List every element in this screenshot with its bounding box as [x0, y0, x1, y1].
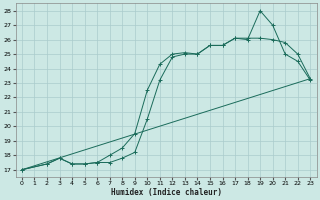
X-axis label: Humidex (Indice chaleur): Humidex (Indice chaleur) [111, 188, 221, 197]
